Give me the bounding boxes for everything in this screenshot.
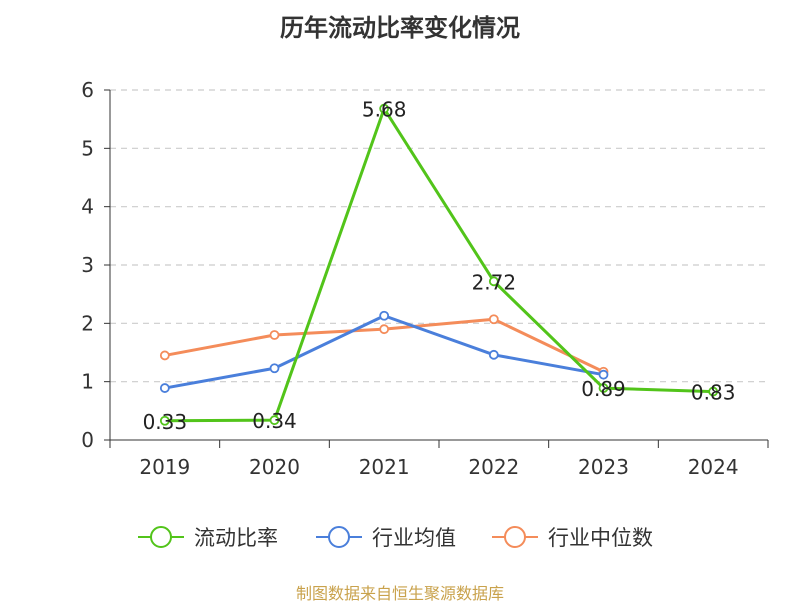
y-tick-label: 1	[81, 370, 94, 394]
data-label: 0.33	[143, 410, 188, 434]
legend-label: 行业均值	[372, 526, 456, 550]
y-tick-label: 0	[81, 428, 94, 452]
legend-label: 流动比率	[194, 526, 278, 550]
data-label: 5.68	[362, 98, 407, 122]
legend-marker-icon	[504, 526, 526, 548]
data-point	[159, 415, 170, 426]
x-tick-label: 2022	[468, 455, 519, 479]
legend-item[interactable]: 流动比率	[138, 526, 278, 550]
data-label: 0.34	[252, 409, 297, 433]
data-point	[708, 386, 719, 397]
grid-lines	[110, 89, 768, 383]
y-tick-label: 2	[81, 311, 94, 335]
series-line	[164, 107, 714, 423]
data-point	[598, 369, 609, 380]
data-point	[269, 415, 280, 426]
x-tick-label: 2019	[139, 455, 190, 479]
x-tick-label: 2020	[249, 455, 300, 479]
x-tick-label: 2024	[688, 455, 739, 479]
x-tick-label: 2021	[359, 455, 410, 479]
data-point	[488, 349, 499, 360]
data-point	[269, 330, 280, 340]
y-tick-label: 4	[81, 195, 94, 219]
data-point	[379, 324, 390, 335]
data-point	[159, 350, 170, 361]
legend-marker-icon	[150, 526, 172, 548]
data-point	[488, 276, 499, 287]
data-labels: 0.33 0.34 5.68 2.72 0.89 0.83	[143, 98, 736, 434]
y-tick-label: 3	[81, 253, 94, 277]
data-label: 2.72	[472, 270, 517, 294]
legend-label: 行业中位数	[548, 526, 653, 550]
y-tick-label: 6	[81, 78, 94, 102]
data-point	[598, 383, 609, 393]
source-footer: 制图数据来自恒生聚源数据库	[295, 584, 504, 603]
data-point	[488, 314, 499, 325]
axes: 0 1 2 3 4 5 6 2019 2020 2021 2022 2023 2024	[81, 78, 769, 479]
data-point	[269, 363, 280, 374]
legend-marker-icon	[328, 526, 350, 548]
data-point	[159, 383, 170, 393]
series-lines	[159, 103, 719, 426]
data-point	[379, 103, 390, 114]
x-tick-label: 2023	[578, 455, 629, 479]
data-label: 0.89	[581, 377, 626, 401]
y-tick-label: 5	[81, 136, 94, 160]
data-point	[379, 310, 390, 321]
legend[interactable]: 流动比率 行业均值 行业中位数	[138, 526, 653, 550]
legend-item[interactable]: 行业中位数	[492, 526, 653, 550]
legend-item[interactable]: 行业均值	[316, 526, 456, 550]
data-label: 0.83	[691, 381, 736, 405]
chart-title: 历年流动比率变化情况	[280, 14, 520, 42]
